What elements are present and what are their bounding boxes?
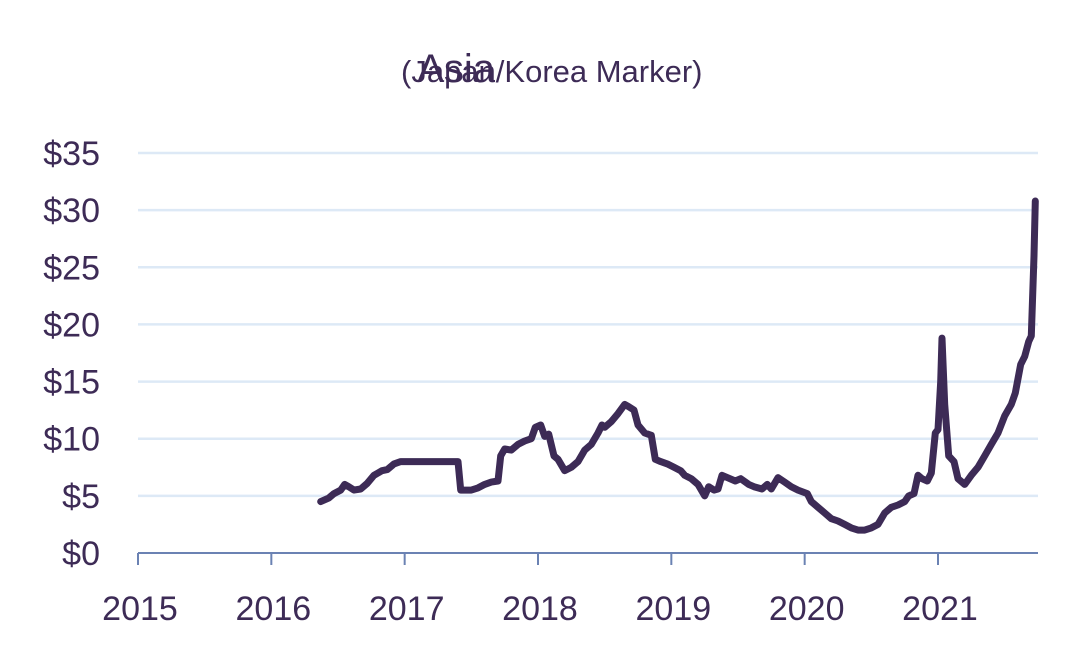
y-axis-tick-labels: $0 $5 $10 $15 $20 $25 $30 $35 bbox=[43, 135, 100, 573]
y-tick-label: $25 bbox=[43, 249, 100, 287]
x-axis bbox=[137, 552, 1038, 565]
series-group bbox=[317, 197, 1039, 534]
chart-subtitle: (Japan/Korea Marker) bbox=[401, 54, 703, 89]
y-tick-label: $5 bbox=[62, 478, 100, 516]
y-tick-label: $20 bbox=[43, 306, 100, 344]
series-line bbox=[317, 197, 1039, 534]
x-tick-label: 2021 bbox=[902, 590, 978, 628]
gridlines bbox=[138, 151, 1038, 498]
x-tick-label: 2017 bbox=[369, 590, 445, 628]
y-tick-label: $15 bbox=[43, 364, 100, 402]
x-tick-label: 2019 bbox=[636, 590, 712, 628]
x-tick-label: 2018 bbox=[502, 590, 578, 628]
y-tick-label: $0 bbox=[62, 535, 100, 573]
x-axis-tick-labels: 2015 2016 2017 2018 2019 2020 2021 bbox=[102, 590, 978, 628]
x-tick-label: 2016 bbox=[236, 590, 312, 628]
x-tick-label: 2015 bbox=[102, 590, 178, 628]
chart-title: Asia bbox=[417, 47, 496, 91]
y-tick-label: $30 bbox=[43, 192, 100, 230]
y-tick-label: $10 bbox=[43, 421, 100, 459]
x-tick-label: 2020 bbox=[769, 590, 845, 628]
y-tick-label: $35 bbox=[43, 135, 100, 173]
